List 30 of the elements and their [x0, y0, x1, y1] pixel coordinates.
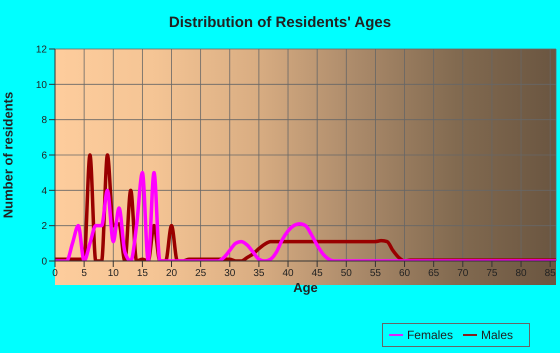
- y-tick-label: 10: [36, 80, 48, 91]
- x-tick-label: 40: [282, 268, 294, 280]
- x-tick-label: 25: [195, 268, 207, 280]
- x-tick-label: 5: [81, 268, 88, 280]
- x-tick-label: 10: [108, 268, 120, 280]
- chart-title: Distribution of Residents' Ages: [168, 14, 392, 31]
- y-tick-label: 12: [36, 44, 48, 56]
- x-tick-label: 20: [166, 268, 178, 280]
- x-tick-label: 0: [52, 268, 58, 280]
- x-tick-label: 55: [370, 268, 382, 280]
- x-tick-label: 30: [224, 268, 236, 280]
- y-tick-label: 8: [41, 115, 48, 126]
- x-tick-label: 65: [428, 268, 440, 280]
- legend-label: Females: [406, 328, 453, 342]
- y-tick-label: 6: [41, 150, 48, 162]
- legend-label: Males: [480, 328, 513, 342]
- x-tick-label: 85: [544, 268, 556, 280]
- y-tick-label: 2: [41, 221, 48, 232]
- y-axis-title: Number of residents: [0, 92, 16, 218]
- y-tick-label: 4: [41, 186, 48, 197]
- x-tick-label: 45: [312, 268, 324, 280]
- x-tick-label: 60: [398, 268, 411, 280]
- x-tick-label: 35: [253, 268, 265, 280]
- x-tick-label: 15: [136, 268, 148, 280]
- x-tick-label: 75: [486, 268, 498, 280]
- x-axis-title: Age: [293, 280, 318, 296]
- x-tick-label: 50: [340, 268, 352, 280]
- y-tick-label: 0: [41, 256, 48, 268]
- x-tick-label: 70: [457, 268, 469, 280]
- x-tick-label: 80: [515, 268, 528, 280]
